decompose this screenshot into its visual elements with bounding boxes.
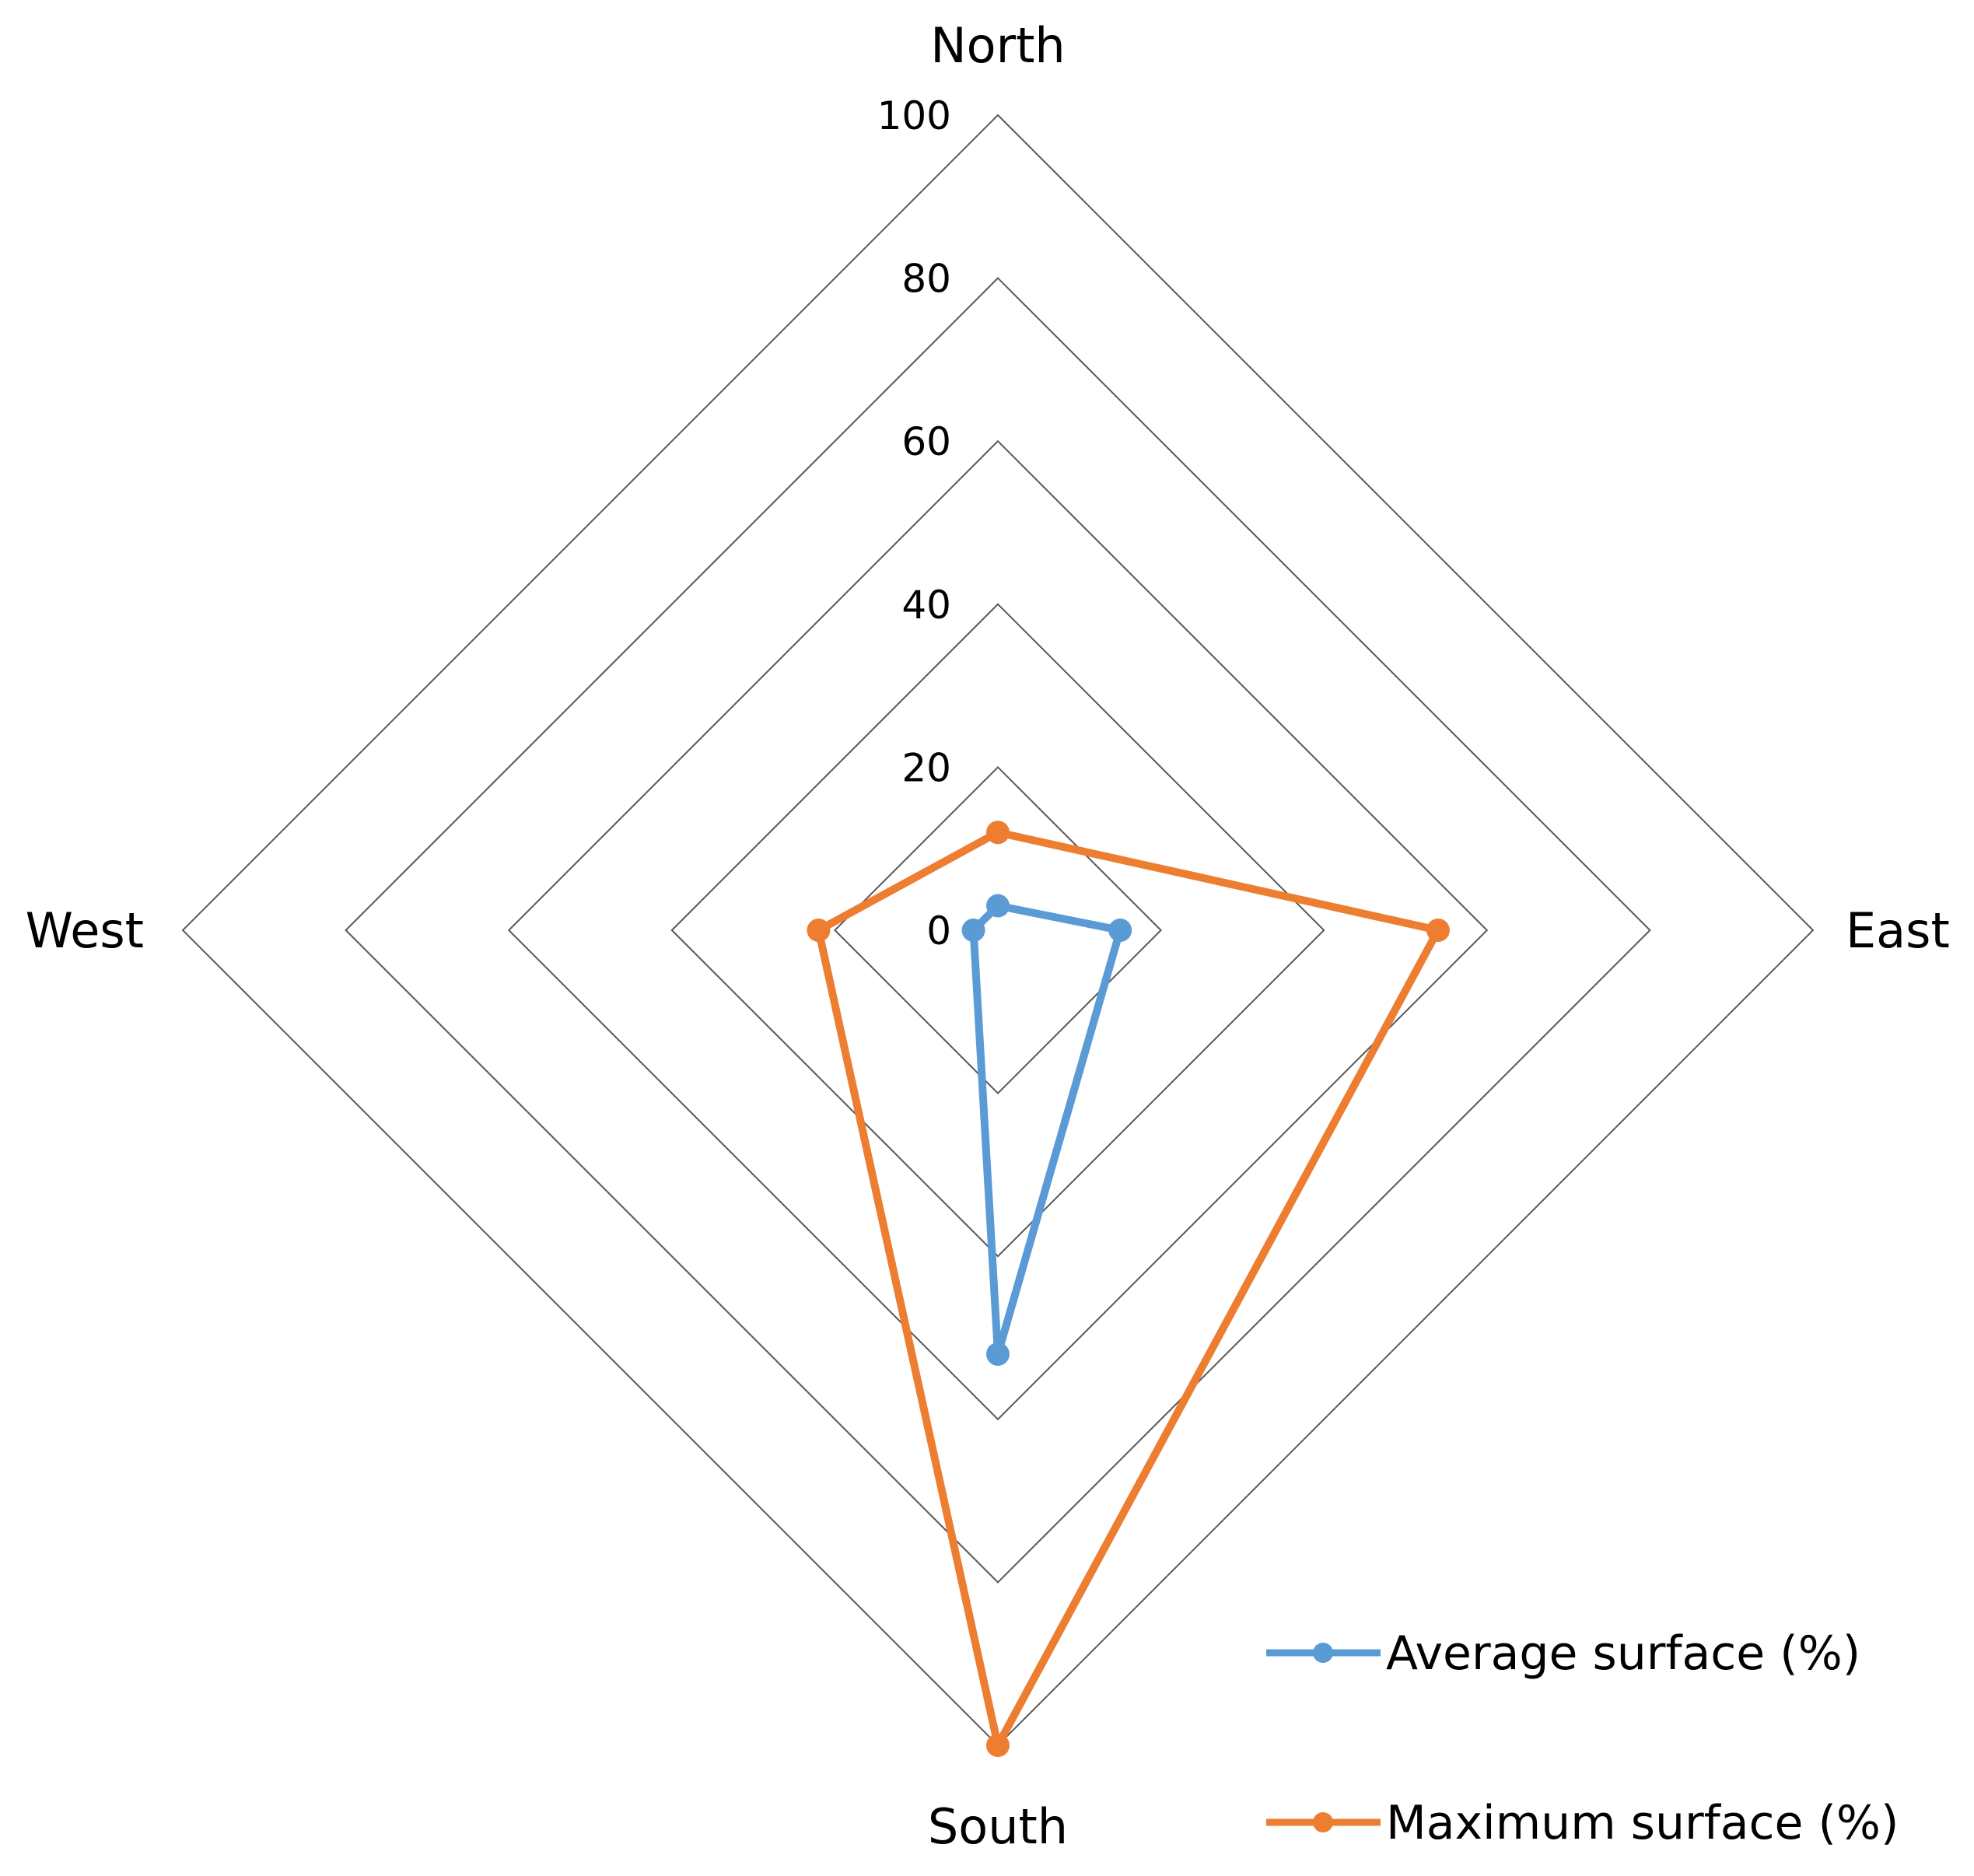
legend-marker-maximum bbox=[1313, 1812, 1333, 1832]
point-average-east bbox=[1108, 919, 1132, 942]
tick-label-60: 60 bbox=[901, 419, 951, 464]
point-average-west bbox=[961, 919, 985, 942]
tick-label-20: 20 bbox=[901, 745, 951, 790]
axis-labels: North East South West bbox=[26, 17, 1950, 1855]
grid-ring-80 bbox=[345, 277, 1651, 1584]
legend-item-average: Average surface (%) bbox=[1266, 1626, 1860, 1681]
grid-ring-20 bbox=[833, 765, 1163, 1095]
grid-ring-100 bbox=[181, 114, 1815, 1747]
legend-label-maximum: Maximum surface (%) bbox=[1386, 1796, 1899, 1850]
point-maximum-west bbox=[807, 919, 831, 942]
point-average-south bbox=[986, 1342, 1010, 1366]
point-maximum-north bbox=[986, 821, 1010, 845]
tick-label-100: 100 bbox=[877, 93, 951, 138]
grid-layer bbox=[181, 114, 1815, 1747]
tick-labels: 0 20 40 60 80 100 bbox=[877, 93, 951, 954]
tick-label-0: 0 bbox=[926, 908, 951, 954]
tick-label-80: 80 bbox=[901, 257, 951, 302]
point-maximum-south bbox=[986, 1734, 1010, 1757]
legend-label-average: Average surface (%) bbox=[1386, 1626, 1860, 1681]
axis-label-south: South bbox=[928, 1798, 1068, 1855]
point-average-north bbox=[986, 894, 1010, 918]
series-line-average bbox=[969, 901, 1125, 1356]
grid-ring-60 bbox=[507, 439, 1489, 1421]
legend: Average surface (%) Maximum surface (%) bbox=[1266, 1626, 1899, 1850]
tick-label-40: 40 bbox=[901, 583, 951, 628]
grid-ring-40 bbox=[670, 603, 1325, 1258]
point-maximum-east bbox=[1426, 919, 1450, 942]
axis-label-east: East bbox=[1846, 902, 1950, 959]
legend-marker-average bbox=[1313, 1643, 1333, 1663]
axis-label-north: North bbox=[930, 17, 1065, 74]
series-layer bbox=[807, 821, 1450, 1757]
axis-label-west: West bbox=[26, 902, 144, 959]
legend-item-maximum: Maximum surface (%) bbox=[1266, 1796, 1899, 1850]
